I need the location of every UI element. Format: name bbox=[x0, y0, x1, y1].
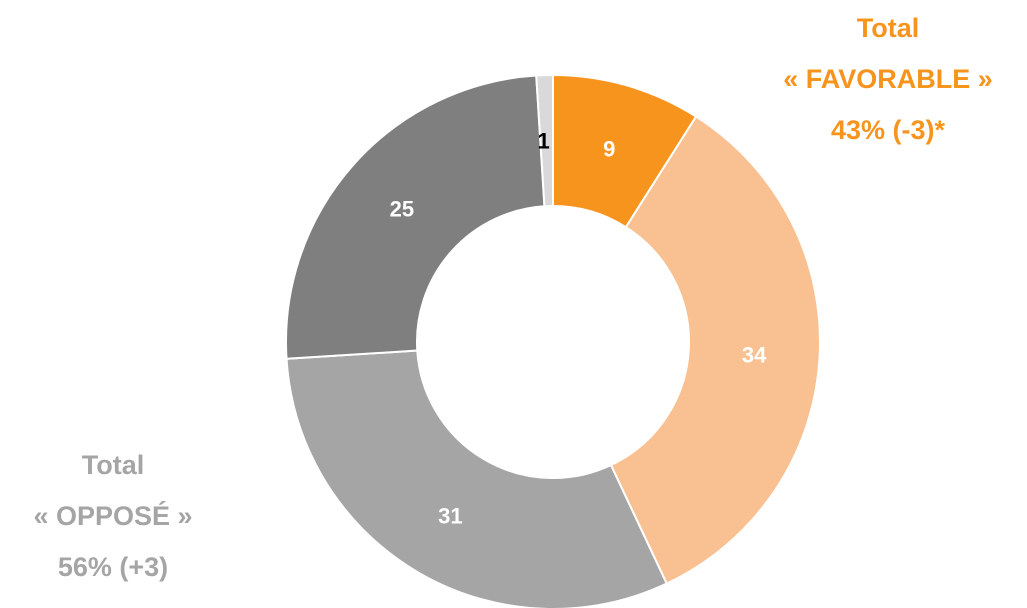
annotation: Total bbox=[82, 450, 145, 480]
slice bbox=[285, 349, 669, 608]
annotation: Total bbox=[857, 13, 920, 43]
data-label: 25 bbox=[390, 197, 414, 222]
slice bbox=[535, 73, 554, 208]
annotation: « OPPOSÉ » bbox=[33, 500, 192, 531]
slice bbox=[609, 115, 821, 585]
slice bbox=[285, 74, 546, 360]
annotation: 43% (-3)* bbox=[831, 115, 946, 145]
annotation: « FAVORABLE » bbox=[783, 64, 993, 94]
data-label: 1 bbox=[538, 128, 550, 153]
annotation: 56% (+3) bbox=[58, 552, 168, 582]
data-label: 34 bbox=[742, 342, 767, 367]
data-label: 31 bbox=[438, 503, 462, 528]
data-label: 9 bbox=[603, 136, 615, 161]
